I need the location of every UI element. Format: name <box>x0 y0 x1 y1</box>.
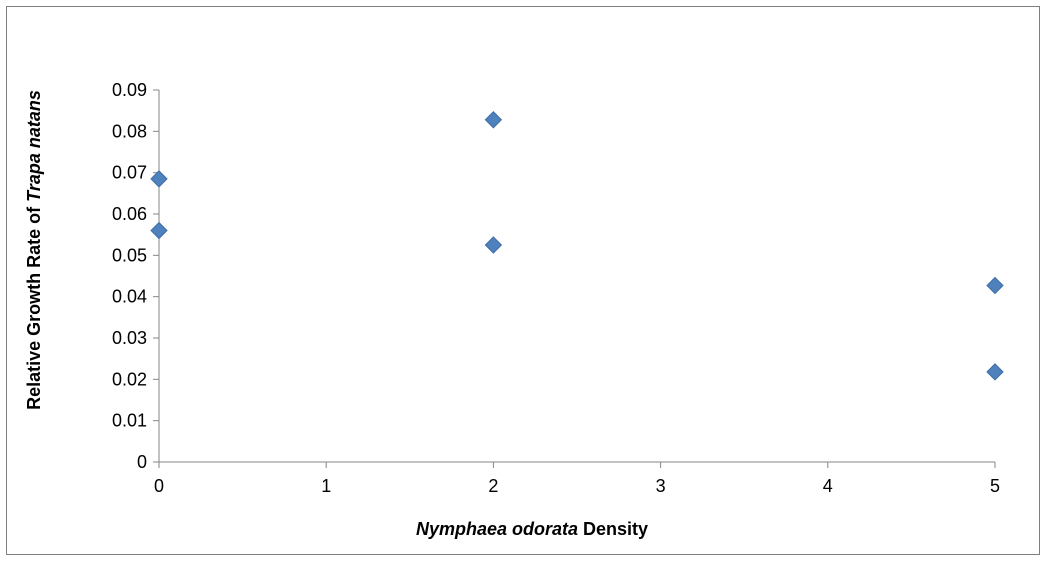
y-tick-label: 0.08 <box>112 121 147 141</box>
data-points <box>150 111 1004 381</box>
data-point <box>150 221 168 240</box>
y-tick-label: 0.01 <box>112 411 147 431</box>
y-tick-label: 0.06 <box>112 204 147 224</box>
data-point <box>986 276 1004 295</box>
data-point <box>484 236 503 254</box>
x-axis-ticks: 0 1 2 3 4 5 <box>154 462 1000 496</box>
y-tick-label: 0 <box>137 452 147 472</box>
y-tick-label: 0.09 <box>112 80 147 100</box>
axis-title-part: Relative Growth Rate of <box>24 202 44 410</box>
x-axis-title: Nymphaea odorata Density <box>416 519 648 539</box>
y-tick-label: 0.02 <box>112 369 147 389</box>
x-tick-label: 1 <box>321 476 331 496</box>
y-axis-ticks: 0 0.01 0.02 0.03 0.04 0.05 0.06 0.07 0.08 0.09 <box>112 80 159 472</box>
data-point <box>484 111 503 129</box>
data-point <box>986 363 1004 381</box>
data-point <box>150 170 168 188</box>
y-tick-label: 0.04 <box>112 287 147 307</box>
x-tick-label: 5 <box>990 476 1000 496</box>
axis-title-part: Nymphaea odorata <box>416 519 578 539</box>
y-tick-label: 0.05 <box>112 245 147 265</box>
x-tick-label: 3 <box>656 476 666 496</box>
y-tick-label: 0.03 <box>112 328 147 348</box>
y-tick-label: 0.07 <box>112 163 147 183</box>
x-tick-label: 4 <box>823 476 833 496</box>
y-axis-title: Relative Growth Rate of Trapa natans <box>24 90 44 410</box>
chart-frame <box>6 6 1040 555</box>
axis-title-part: Density <box>578 519 648 539</box>
x-tick-label: 0 <box>154 476 164 496</box>
x-tick-label: 2 <box>488 476 498 496</box>
axis-title-part: Trapa natans <box>24 90 44 202</box>
